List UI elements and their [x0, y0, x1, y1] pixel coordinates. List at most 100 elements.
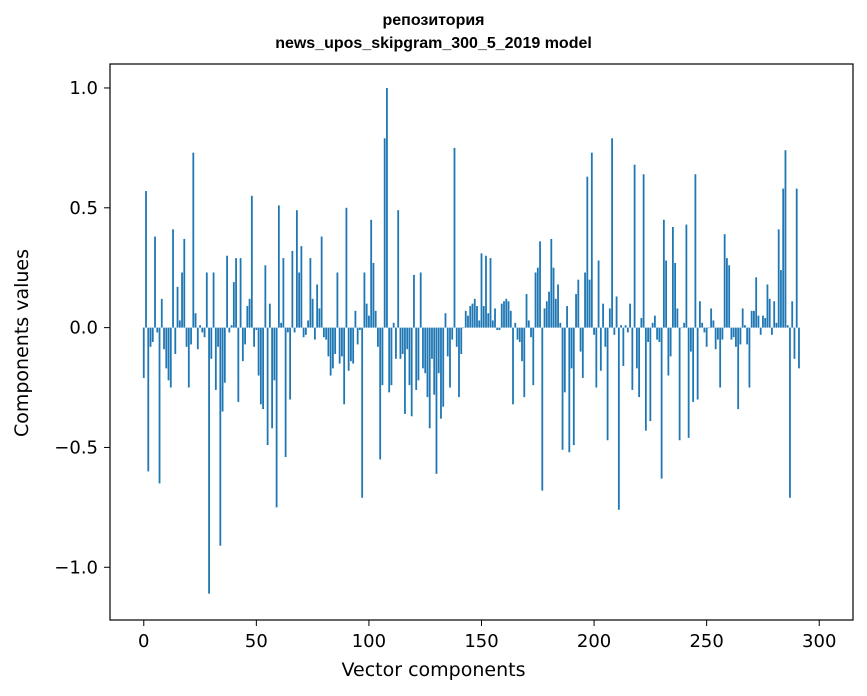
- bar: [325, 327, 328, 340]
- bar: [462, 327, 465, 329]
- bar: [649, 327, 652, 422]
- bar: [631, 327, 634, 390]
- bar: [327, 327, 330, 357]
- bar: [304, 327, 307, 335]
- bar: [291, 250, 294, 328]
- bar: [485, 255, 487, 328]
- y-tick-label: 0.0: [69, 318, 98, 339]
- bar: [226, 255, 228, 328]
- bar: [633, 164, 636, 328]
- bar: [428, 327, 431, 429]
- bar: [239, 258, 242, 328]
- bar: [762, 315, 764, 328]
- bar: [732, 327, 735, 338]
- bar: [653, 315, 656, 328]
- bar: [163, 327, 165, 350]
- bar: [395, 327, 397, 359]
- bar: [667, 327, 670, 376]
- bar: [496, 327, 499, 331]
- bar: [478, 320, 481, 328]
- bar: [212, 272, 215, 328]
- bar: [282, 258, 285, 328]
- bar: [192, 152, 195, 328]
- x-axis-ticks: 0 50 100 150 200 250 300: [138, 620, 836, 652]
- chart-title-line2: news_upos_skipgram_300_5_2019 model: [275, 35, 592, 52]
- bar: [266, 327, 269, 446]
- bar: [696, 327, 699, 400]
- bar: [196, 327, 199, 350]
- bar: [446, 327, 449, 357]
- bar: [404, 327, 406, 414]
- bar: [377, 327, 379, 347]
- bar: [185, 327, 188, 347]
- bar: [230, 325, 233, 328]
- bar: [651, 322, 654, 328]
- bar: [671, 226, 674, 328]
- bar: [286, 327, 289, 333]
- bar: [523, 327, 526, 398]
- bar: [604, 327, 607, 347]
- bar: [332, 327, 334, 369]
- bar: [208, 327, 210, 594]
- bar: [338, 327, 341, 364]
- bar: [174, 327, 177, 354]
- bar: [662, 219, 665, 328]
- bar: [660, 327, 663, 479]
- bar: [359, 327, 361, 331]
- bar: [728, 265, 731, 328]
- bar: [674, 262, 677, 328]
- bar: [370, 219, 373, 328]
- bar: [771, 327, 773, 335]
- bar: [320, 236, 323, 328]
- bar: [165, 327, 168, 369]
- bar: [780, 270, 782, 328]
- bar: [563, 327, 566, 393]
- bar: [595, 327, 598, 388]
- bar: [322, 327, 325, 338]
- bar: [543, 308, 546, 328]
- bar: [471, 303, 474, 328]
- bar: [629, 303, 631, 328]
- bar: [669, 327, 672, 357]
- bar: [599, 327, 602, 371]
- bar: [525, 294, 528, 328]
- bar: [194, 313, 197, 328]
- bar: [768, 298, 771, 328]
- bar: [624, 325, 627, 328]
- bar: [203, 327, 206, 338]
- bar: [620, 325, 622, 328]
- bar: [223, 327, 226, 383]
- y-tick-label: −1.0: [54, 557, 98, 578]
- bar: [518, 327, 521, 342]
- bar: [187, 327, 190, 388]
- bar: [545, 301, 548, 328]
- bar: [476, 306, 478, 328]
- bar: [440, 327, 442, 419]
- bar: [248, 298, 251, 328]
- bar: [435, 327, 438, 474]
- bar: [685, 224, 688, 328]
- bar: [259, 327, 262, 405]
- bar: [717, 327, 719, 340]
- bar: [588, 279, 591, 328]
- bar: [417, 327, 420, 381]
- bar: [210, 327, 213, 359]
- bars-group: [142, 87, 800, 594]
- bar: [606, 327, 609, 441]
- x-axis-label: Vector components: [341, 659, 526, 681]
- bar: [559, 322, 562, 328]
- bar: [744, 325, 746, 328]
- bar: [552, 267, 555, 328]
- bar: [219, 327, 222, 546]
- bar: [318, 308, 321, 328]
- bar: [156, 327, 159, 333]
- bar: [748, 327, 751, 388]
- bar: [568, 327, 571, 453]
- bar: [365, 303, 368, 328]
- bar: [307, 320, 310, 328]
- bar: [298, 272, 301, 328]
- bar: [347, 327, 350, 371]
- bar: [469, 306, 472, 328]
- bar: [703, 327, 706, 333]
- bar: [442, 327, 445, 407]
